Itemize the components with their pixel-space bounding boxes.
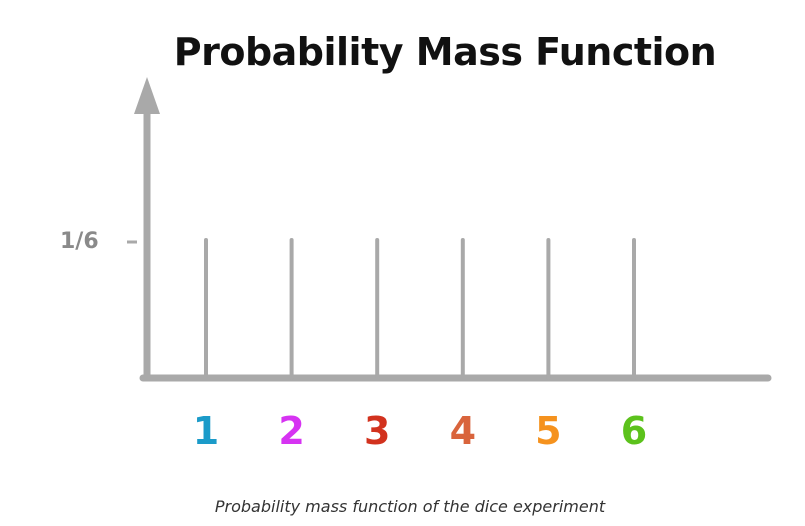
chart-axes: 1/6 xyxy=(60,77,772,382)
category-labels: 1 2 3 4 5 6 xyxy=(193,409,647,453)
category-label-4: 4 xyxy=(450,409,476,453)
y-axis-arrowhead xyxy=(134,77,160,114)
figure-caption: Probability mass function of the dice ex… xyxy=(214,497,606,516)
category-label-5: 5 xyxy=(535,409,561,453)
pmf-stems xyxy=(204,238,636,380)
category-label-1: 1 xyxy=(193,409,219,453)
category-label-6: 6 xyxy=(621,409,647,453)
category-label-3: 3 xyxy=(364,409,390,453)
chart-title: Probability Mass Function xyxy=(173,30,717,74)
y-tick-label: 1/6 xyxy=(60,229,99,254)
category-label-2: 2 xyxy=(278,409,304,453)
